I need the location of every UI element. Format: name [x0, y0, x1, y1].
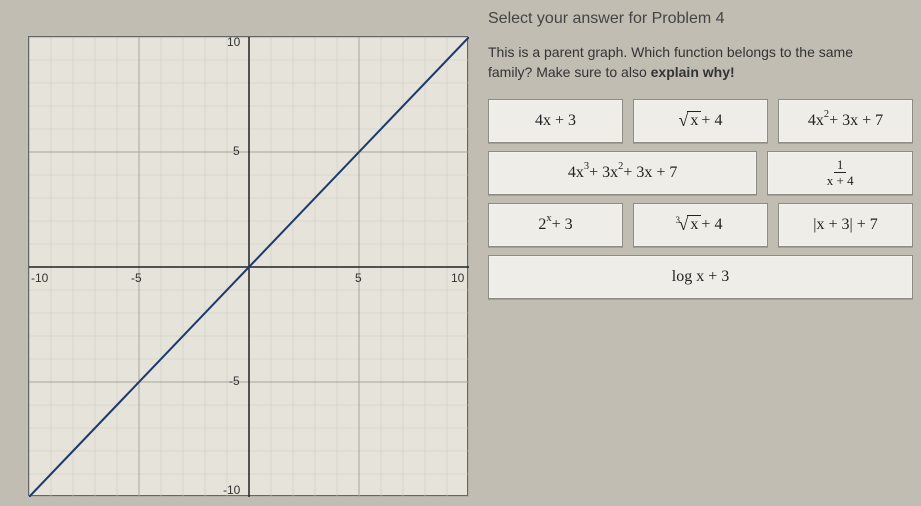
exp-rest: + 3 [552, 216, 573, 234]
sqrt-radicand: x [687, 111, 701, 130]
y-plus-5-label: 5 [233, 144, 240, 158]
abs-text: |x + 3| + 7 [813, 216, 877, 234]
answer-cuberoot[interactable]: 3 √ x + 4 [633, 203, 768, 247]
log-text: log x + 3 [672, 268, 729, 286]
sqrt-tail: + 4 [701, 112, 722, 130]
x-minus-5-label: -5 [131, 271, 142, 285]
right-column: Select your answer for Problem 4 This is… [478, 6, 913, 500]
x-plus-5-label: 5 [355, 271, 362, 285]
answer-exponential[interactable]: 2x + 3 [488, 203, 623, 247]
fraction-den: x + 4 [827, 173, 854, 187]
page-container: 10 5 -5 -10 -10 -5 5 10 Select your answ… [0, 0, 921, 506]
cuberoot-expression: 3 √ x [679, 214, 702, 235]
cuberoot-index: 3 [676, 215, 681, 225]
graph-svg [29, 37, 469, 497]
answer-sqrt[interactable]: √ x + 4 [633, 99, 768, 143]
prompt-emphasis: explain why! [651, 64, 735, 80]
answer-quadratic[interactable]: 4x2 + 3x + 7 [778, 99, 913, 143]
answer-absolute[interactable]: |x + 3| + 7 [778, 203, 913, 247]
cubic-e1: 3 [584, 161, 589, 172]
y-minus-5-label: -5 [229, 374, 240, 388]
quad-rest: + 3x + 7 [829, 112, 883, 130]
answer-log[interactable]: log x + 3 [488, 255, 913, 299]
answer-row-1: 4x + 3 √ x + 4 4x2 + 3x + 7 [488, 99, 913, 143]
answer-linear[interactable]: 4x + 3 [488, 99, 623, 143]
answer-row-3: 2x + 3 3 √ x + 4 |x + 3| + 7 [488, 203, 913, 247]
cuberoot-radicand: x [687, 215, 701, 234]
y-plus-10-label: 10 [227, 35, 240, 49]
answer-grid: 4x + 3 √ x + 4 4x2 + 3x + 7 4x3 + 3x2 + … [488, 99, 913, 299]
answer-row-4: log x + 3 [488, 255, 913, 299]
cubic-rest: + 3x + 7 [623, 164, 677, 182]
graph-panel: 10 5 -5 -10 -10 -5 5 10 [8, 6, 478, 500]
cubic-e2: 2 [618, 161, 623, 172]
answer-cubic[interactable]: 4x3 + 3x2 + 3x + 7 [488, 151, 757, 195]
prompt-line-2a: family? Make sure to also [488, 64, 651, 80]
quad-exp: 2 [824, 109, 829, 120]
answer-row-2: 4x3 + 3x2 + 3x + 7 1 x + 4 [488, 151, 913, 195]
parent-graph: 10 5 -5 -10 -10 -5 5 10 [28, 36, 468, 496]
quad-coef: 4x [808, 112, 824, 130]
answer-rational[interactable]: 1 x + 4 [767, 151, 913, 195]
cubic-t2: + 3x [589, 164, 618, 182]
prompt-text: This is a parent graph. Which function b… [488, 42, 913, 83]
y-minus-10-label: -10 [223, 483, 240, 497]
problem-heading: Select your answer for Problem 4 [488, 10, 913, 28]
fraction: 1 x + 4 [827, 158, 854, 187]
sqrt-expression: √ x [679, 110, 702, 131]
x-minus-10-label: -10 [31, 271, 48, 285]
x-plus-10-label: 10 [451, 271, 464, 285]
exp-base: 2 [538, 216, 546, 234]
prompt-line-1: This is a parent graph. Which function b… [488, 44, 853, 60]
cubic-t1: 4x [568, 164, 584, 182]
fraction-num: 1 [834, 158, 847, 173]
cuberoot-tail: + 4 [701, 216, 722, 234]
exp-exp: x [546, 213, 551, 224]
answer-linear-text: 4x + 3 [535, 112, 576, 130]
